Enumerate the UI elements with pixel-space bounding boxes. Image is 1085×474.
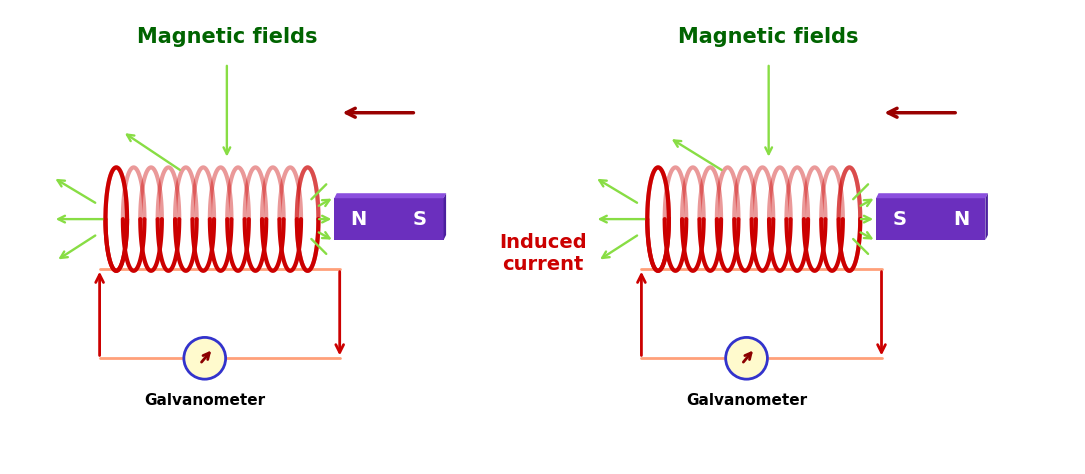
Polygon shape <box>444 193 446 240</box>
Text: N: N <box>954 210 970 228</box>
Text: S: S <box>412 210 426 228</box>
Text: Galvanometer: Galvanometer <box>686 393 807 408</box>
Circle shape <box>183 337 226 379</box>
Text: Induced
current: Induced current <box>499 233 587 274</box>
Polygon shape <box>334 193 446 198</box>
Circle shape <box>726 337 767 379</box>
Polygon shape <box>876 193 988 198</box>
Polygon shape <box>334 198 444 240</box>
Polygon shape <box>985 193 988 240</box>
Text: N: N <box>350 210 367 228</box>
Text: Magnetic fields: Magnetic fields <box>678 27 859 47</box>
Polygon shape <box>876 198 985 240</box>
Text: S: S <box>893 210 907 228</box>
Text: Magnetic fields: Magnetic fields <box>137 27 317 47</box>
Text: Galvanometer: Galvanometer <box>144 393 266 408</box>
